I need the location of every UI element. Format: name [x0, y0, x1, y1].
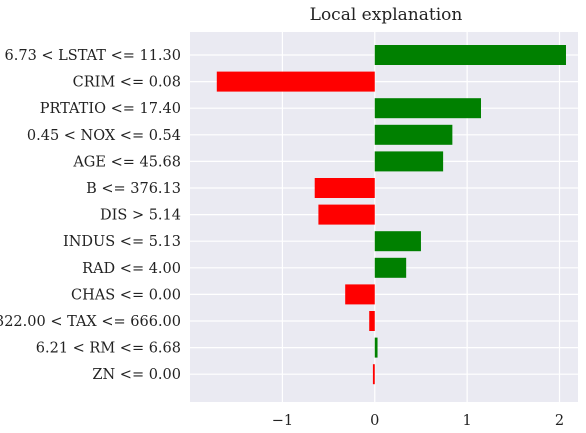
category-label: PRTATIO <= 17.40: [40, 101, 181, 117]
category-label: INDUS <= 5.13: [63, 234, 181, 250]
category-label: AGE <= 45.68: [72, 154, 181, 170]
category-label: CHAS <= 0.00: [71, 287, 181, 303]
category-label: RAD <= 4.00: [82, 261, 181, 277]
category-label: 6.21 < RM <= 6.68: [36, 341, 181, 357]
bar: [216, 71, 375, 92]
x-tick-label: 2: [555, 413, 564, 429]
bar: [374, 337, 378, 358]
bar: [374, 151, 444, 172]
category-label: 0.45 < NOX <= 0.54: [27, 128, 181, 144]
bar: [374, 45, 566, 65]
bar: [369, 311, 375, 331]
bar: [374, 98, 481, 119]
bar: [318, 204, 375, 225]
plot-area: 6.73 < LSTAT <= 11.30 CRIM <= 0.08 PRTATIO…: [0, 32, 578, 429]
category-label: 322.00 < TAX <= 666.00: [0, 314, 181, 330]
x-tick-label: −1: [272, 413, 293, 429]
category-label: ZN <= 0.00: [92, 367, 181, 383]
category-label: B <= 376.13: [86, 181, 181, 197]
x-tick-label: 1: [463, 413, 472, 429]
chart-title: Local explanation: [310, 5, 463, 25]
bar: [374, 257, 407, 278]
bar: [345, 284, 375, 305]
plot-background: [190, 32, 578, 402]
category-label: DIS > 5.14: [100, 208, 181, 224]
bar: [314, 178, 375, 198]
category-label: 6.73 < LSTAT <= 11.30: [5, 48, 181, 64]
bar: [372, 364, 375, 385]
bar: [374, 124, 453, 145]
bar: [374, 231, 421, 252]
x-tick-label: 0: [370, 413, 379, 429]
category-label: CRIM <= 0.08: [73, 75, 181, 91]
